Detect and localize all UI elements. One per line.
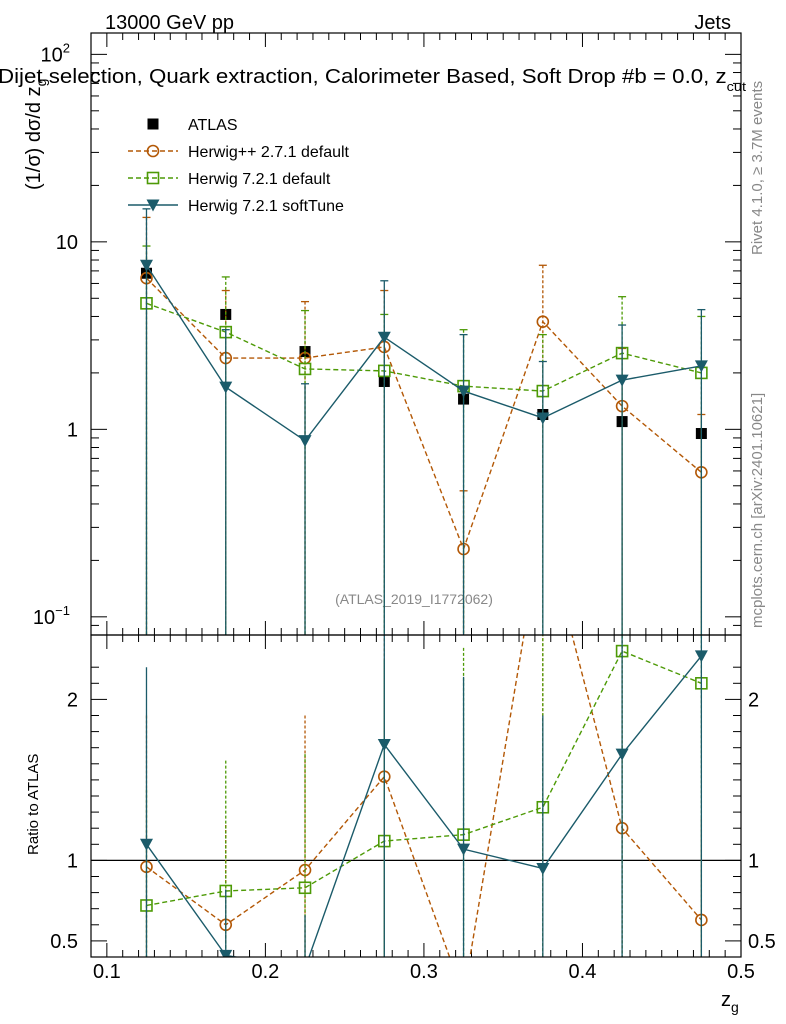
ratio-frame [90,634,742,958]
y-tick-label-base: 10 [41,44,63,66]
ratio-point-herwig-7-2-1-softtune [219,949,233,957]
main-ylabel-text: (1/σ) dσ/d z [23,86,45,190]
legend-item-herwig-7-2-1-softtune: Herwig 7.2.1 softTune [128,198,344,215]
data-point-herwig-7-2-1-softtune [694,360,708,373]
ratio-point-herwig-7-2-1-softtune [139,838,153,851]
x-tick-label: 0.1 [93,961,121,983]
series-line-herwig-7-2-1-default [146,302,702,392]
legend-label: Herwig 7.2.1 softTune [188,198,344,215]
ratio-point-herwig-2-7-1-default [458,990,469,1001]
ratio-ylabel: Ratio to ATLAS [25,754,42,855]
data-point-herwig-7-2-1-softtune [377,331,391,344]
ratio-line-herwig-2-7-1-default [146,635,702,957]
energy-label: 13000 GeV pp [105,12,234,34]
ratio-data [139,635,708,1001]
ratio-series-herwig-7-2-1-softtune [139,635,708,975]
data-point-herwig-7-2-1-default [298,362,312,376]
y-tick-label-exponent: 2 [63,40,70,55]
series-line-herwig-2-7-1-default [145,277,702,552]
ratio-point-herwig-7-2-1-softtune [694,650,708,663]
legend-marker [146,171,160,185]
y-tick-label-base: 1 [67,419,78,441]
ratio-panel: 0.1 0.2 0.3 0.4 0.5 0.5 0.5 1 1 2 2 [50,635,776,1001]
analysis-label: (ATLAS_2019_I1772062) [335,591,493,607]
main-ylabel-subscript: g [33,79,49,87]
y-tick-label: 102 [41,40,70,66]
legend-item-herwig-7-2-1-default: Herwig 7.2.1 default [128,171,331,188]
data-point-herwig-7-2-1-softtune [298,435,312,448]
main-ylabel: (1/σ) dσ/d zg [23,79,49,190]
ratio-y-tick-label-right: 2 [748,689,759,711]
series-herwig-7-2-1-softtune [139,208,708,635]
selection-label: Dijet selection, Quark extraction, Calor… [0,66,746,94]
y-tick-label-base: 10 [56,232,78,254]
legend-label: ATLAS [188,117,238,134]
x-tick-label: 0.3 [410,961,438,983]
legend-marker [146,199,160,212]
ratio-line-herwig-7-2-1-default [146,650,702,907]
ratio-point-herwig-7-2-1-default [298,881,312,895]
ratio-point-herwig-7-2-1-softtune [615,748,629,761]
ratio-y-tick-label-right: 0.5 [748,931,776,953]
category-label: Jets [694,12,731,34]
legend-label: Herwig 7.2.1 default [188,171,331,188]
rivet-label: Rivet 4.1.0, ≥ 3.7M events [749,81,766,255]
ratio-y-tick-label: 1 [67,850,78,872]
ratio-y-tick-label: 0.5 [50,931,78,953]
legend-marker [147,118,159,130]
selection-subscript: cut [727,79,747,94]
main-data [139,208,708,635]
x-axis-label-text: z [721,989,731,1011]
data-point-herwig-7-2-1-softtune [615,374,629,387]
mcplots-label: mcplots.cern.ch [arXiv:2401.10621] [749,393,766,628]
ratio-point-herwig-7-2-1-softtune [457,843,471,856]
x-tick-label: 0.4 [569,961,597,983]
ratio-point-herwig-7-2-1-softtune [536,862,550,875]
legend-marker [146,144,160,158]
x-axis-label: zg [721,989,739,1015]
ratio-point-herwig-7-2-1-softtune [377,738,391,751]
ratio-line-herwig-7-2-1-softtune [145,655,702,957]
data-point-herwig-7-2-1-softtune [219,381,233,394]
ratio-y-tick-label-right: 1 [748,850,759,872]
y-tick-label-base: 10 [33,607,55,629]
selection-text: Dijet selection, Quark extraction, Calor… [0,66,727,88]
ratio-y-tick-label: 2 [67,689,78,711]
data-point-herwig-7-2-1-softtune [139,259,153,272]
y-tick-label: 1 [67,419,78,441]
data-point-herwig-2-7-1-default [536,315,550,329]
x-tick-label: 0.2 [251,961,279,983]
data-point-herwig-7-2-1-softtune [536,412,550,425]
y-tick-label-exponent: −1 [55,603,70,618]
ratio-point-herwig-7-2-1-softtune [299,963,312,975]
legend-label: Herwig++ 2.7.1 default [188,144,350,161]
x-tick-label: 0.5 [727,961,755,983]
y-tick-label: 10 [56,232,78,254]
legend-item-atlas: ATLAS [147,117,238,134]
data-point-herwig-7-2-1-softtune [457,385,471,398]
series-line-herwig-7-2-1-softtune [145,264,702,442]
y-tick-label: 10−1 [33,603,70,629]
legend-item-herwig-2-7-1-default: Herwig++ 2.7.1 default [128,144,350,161]
x-axis-label-subscript: g [731,999,739,1015]
legend: ATLAS Herwig++ 2.7.1 default Herwig 7.2.1 … [128,117,350,215]
